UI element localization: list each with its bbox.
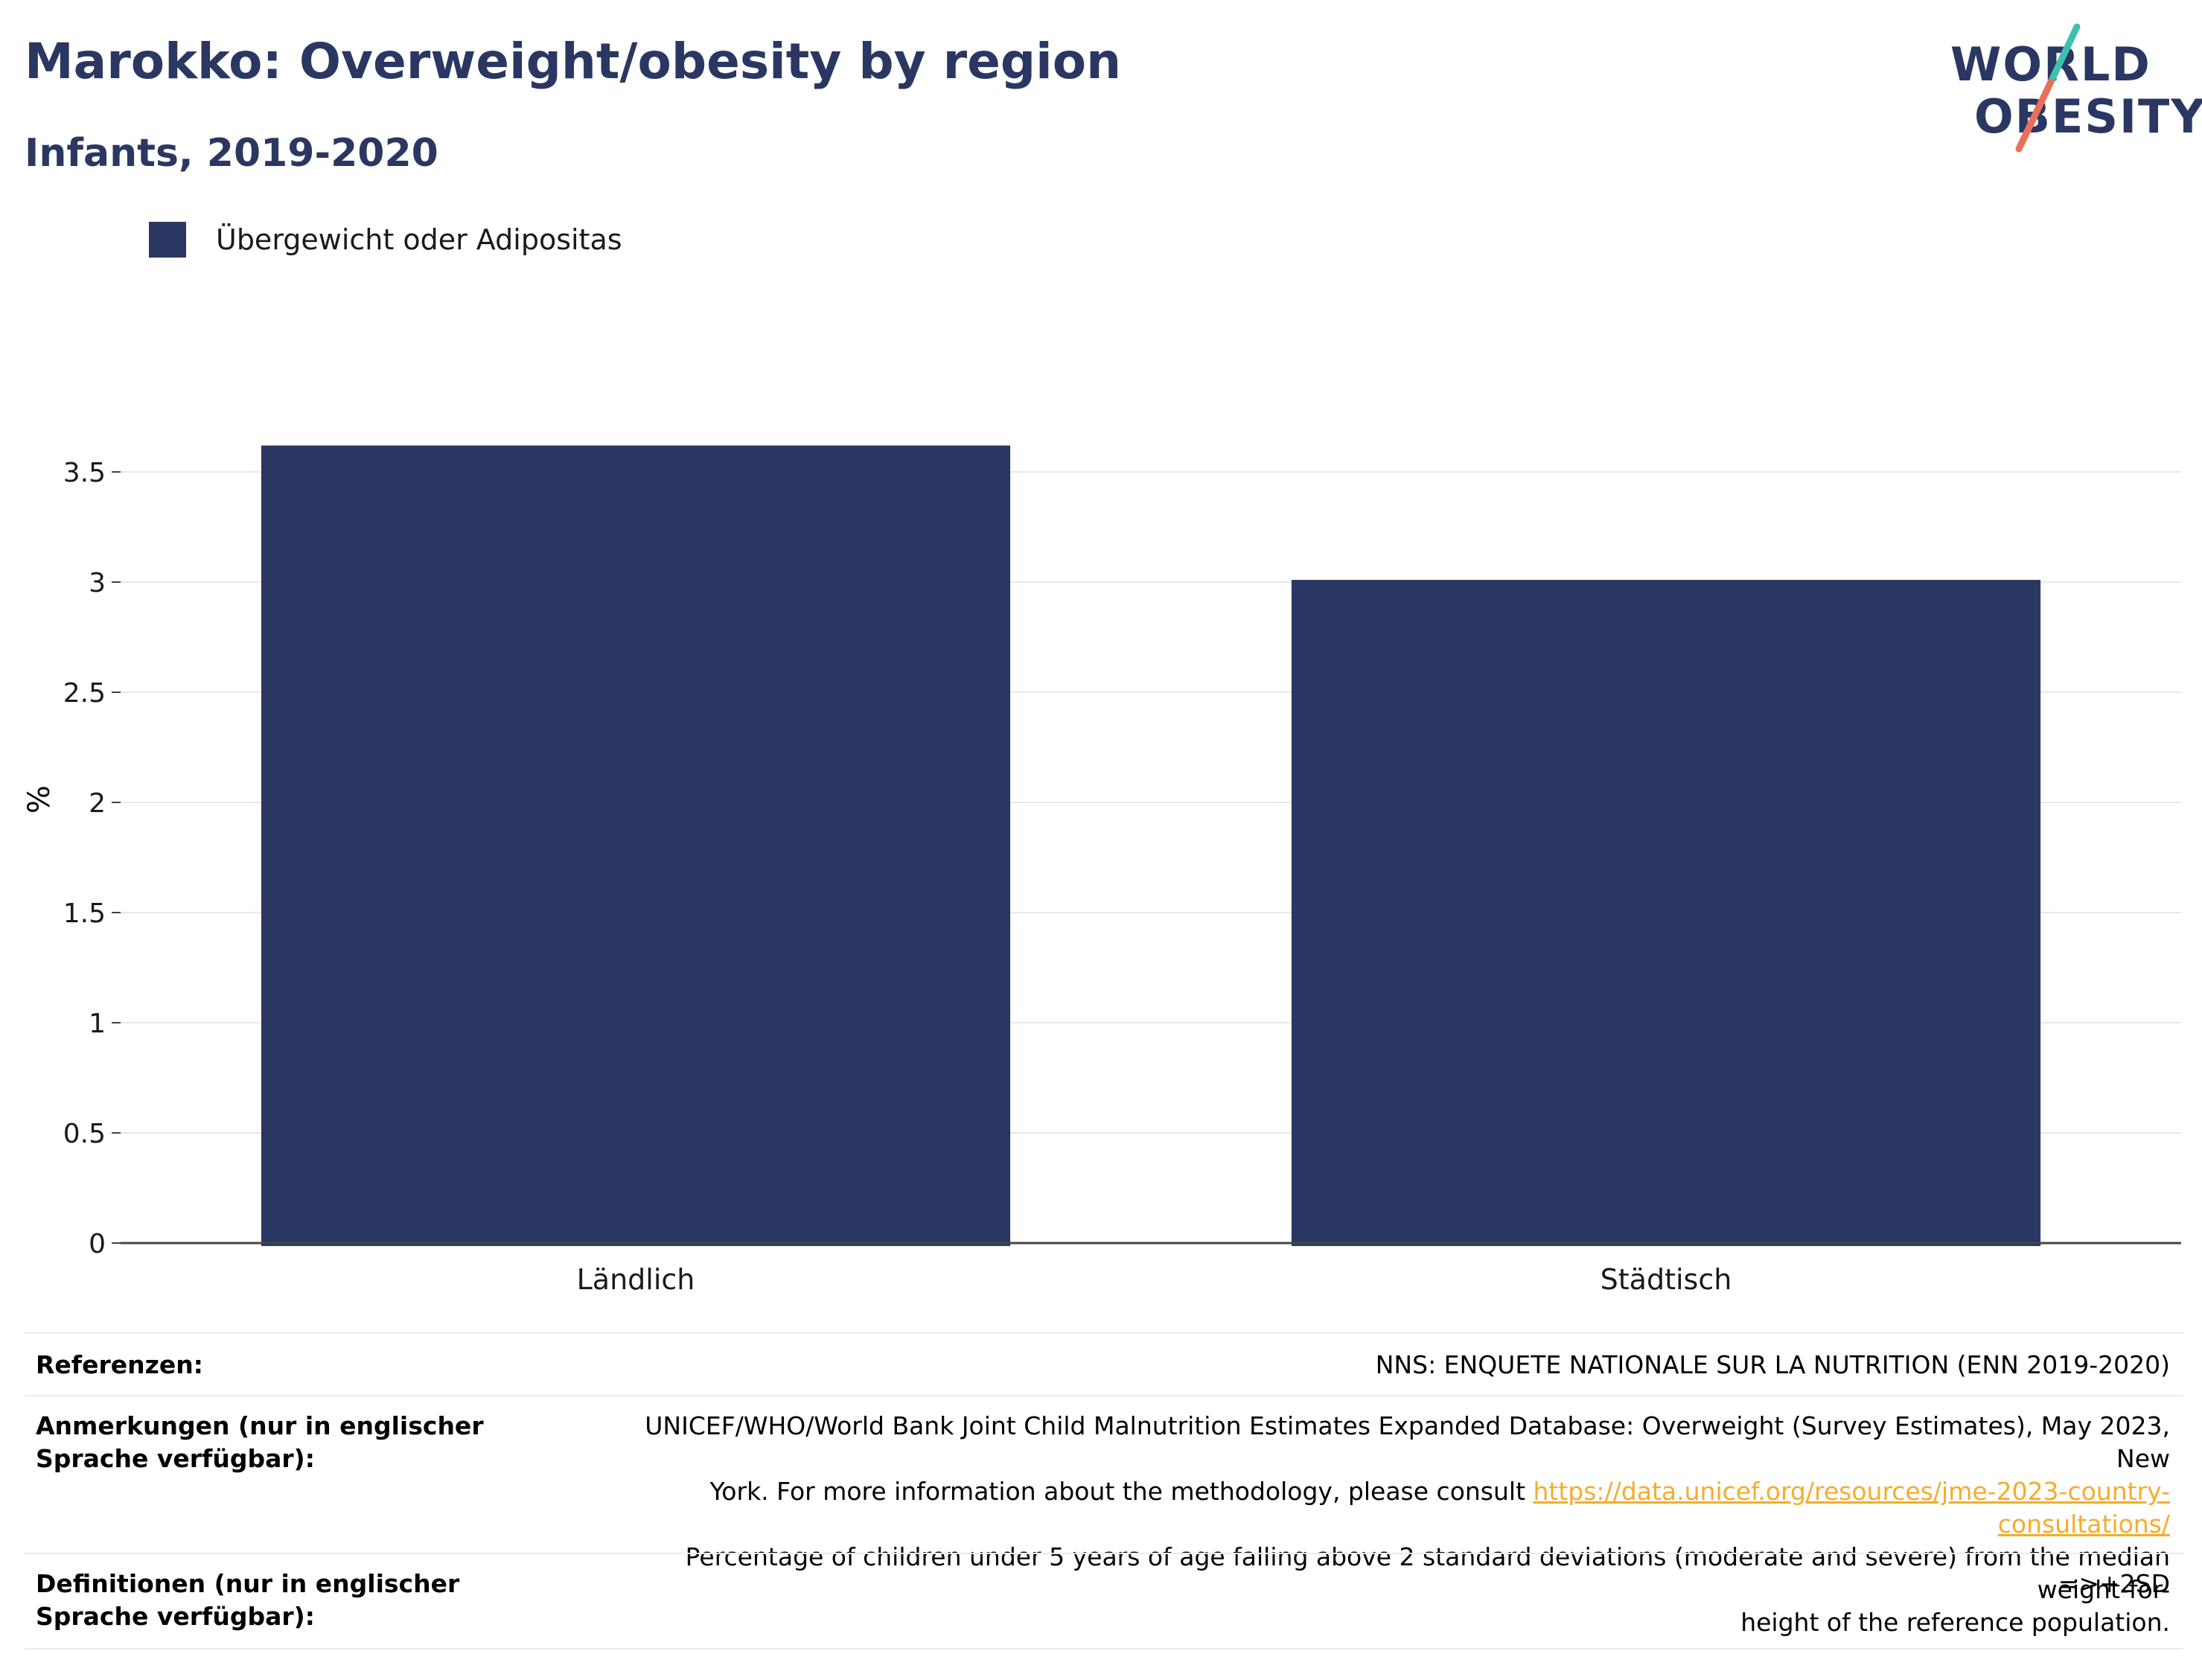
reference-row-definitions: Definitionen (nur in englischer Sprache … — [25, 1553, 2183, 1648]
logo-text-obesity: OBESITY — [1974, 89, 2202, 144]
notes-label: Anmerkungen (nur in englischer Sprache v… — [36, 1411, 484, 1473]
bar[interactable] — [261, 445, 1011, 1246]
y-tick-label: 2 — [89, 788, 106, 819]
methodology-link[interactable]: https://data.unicef.org/resources/jme-20… — [1533, 1477, 2171, 1539]
y-tick-label: 1 — [89, 1009, 106, 1039]
references-table: Referenzen: NNS: ENQUETE NATIONALE SUR L… — [25, 1332, 2183, 1649]
notes-line-2: York. For more information about the met… — [607, 1475, 2170, 1541]
chart-subtitle: Infants, 2019-2020 — [25, 131, 438, 176]
definitions-label: Definitionen (nur in englischer Sprache … — [36, 1569, 460, 1631]
reference-row-sources: Referenzen: NNS: ENQUETE NATIONALE SUR L… — [25, 1332, 2183, 1395]
notes-line-4: height of the reference population. — [1740, 1608, 2170, 1637]
definitions-value: =>+2SD — [2058, 1569, 2170, 1598]
bar-chart: 0 0.5 1 1.5 2 2.5 3 3.5 Ländlich Städtisch — [63, 445, 2181, 1296]
logo-slash-icon — [2015, 23, 2081, 153]
x-tick-label: Städtisch — [1601, 1263, 1732, 1296]
x-tick-label: Ländlich — [577, 1263, 695, 1296]
notes-line-2-text: York. For more information about the met… — [709, 1477, 1534, 1506]
y-tick-label: 0.5 — [63, 1119, 106, 1149]
y-tick-label: 3.5 — [63, 458, 106, 488]
world-obesity-logo: WORLD OBESITY — [1935, 22, 2202, 156]
table-bottom-rule — [25, 1648, 2183, 1649]
chart-title: Marokko: Overweight/obesity by region — [25, 33, 1122, 90]
notes-line-3: Percentage of children under 5 years of … — [685, 1542, 2170, 1604]
bar[interactable] — [1291, 580, 2041, 1246]
references-value: NNS: ENQUETE NATIONALE SUR LA NUTRITION … — [1375, 1350, 2170, 1379]
y-tick-label: 3 — [89, 568, 106, 598]
references-label: Referenzen: — [36, 1350, 203, 1379]
notes-value: UNICEF/WHO/World Bank Joint Child Malnut… — [607, 1410, 2170, 1639]
notes-line-1: UNICEF/WHO/World Bank Joint Child Malnut… — [645, 1411, 2170, 1473]
reference-row-notes: Anmerkungen (nur in englischer Sprache v… — [25, 1395, 2183, 1637]
y-tick-label: 1.5 — [63, 898, 106, 929]
legend-swatch — [149, 222, 186, 258]
y-tick-label: 0 — [89, 1229, 106, 1259]
legend-label: Übergewicht oder Adipositas — [216, 223, 622, 256]
y-tick-label: 2.5 — [63, 678, 106, 709]
